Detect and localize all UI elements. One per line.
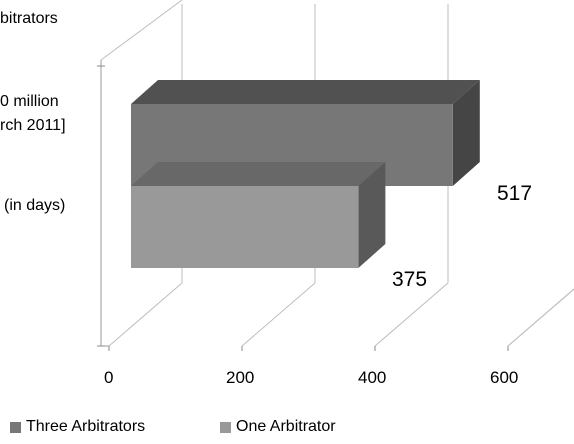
clipped-label-1: bitrators: [0, 10, 58, 27]
floor-gridline-0: [108, 282, 183, 347]
legend-label-three-arbitrators: Three Arbitrators: [26, 418, 146, 435]
x-tick-label-400: 400: [358, 368, 387, 387]
clipped-label-2: 0 million: [0, 93, 59, 110]
side-wall-top-edge: [100, 0, 183, 61]
data-label-three-arbitrators: 517: [497, 182, 533, 205]
bar-top-face-one-arbitrator: [131, 162, 386, 186]
bars: [131, 80, 480, 268]
x-tick-label-200: 200: [226, 368, 255, 387]
bar-side-face-three-arbitrators: [452, 80, 480, 186]
legend-label-one-arbitrator: One Arbitrator: [236, 418, 336, 435]
legend-swatch-one-arbitrator: [220, 421, 231, 433]
floor-gridline-400: [374, 282, 449, 347]
data-label-one-arbitrator: 375: [392, 268, 428, 291]
floor-right-edge: [507, 288, 574, 347]
bar-one-arbitrator: [131, 186, 359, 268]
bar-side-face-one-arbitrator: [358, 162, 386, 268]
x-tick-label-600: 600: [490, 368, 519, 387]
floor-gridline-200: [241, 282, 316, 347]
clipped-label-4: (in days): [4, 197, 66, 214]
x-tick-label-0: 0: [104, 368, 114, 387]
legend-item-three-arbitrators: Three Arbitrators: [10, 418, 145, 436]
legend-item-one-arbitrator: One Arbitrator: [220, 418, 336, 436]
floor-gridline-600: [507, 288, 574, 347]
clipped-label-3: rch 2011]: [0, 117, 66, 134]
bar-top-face-three-arbitrators: [131, 80, 480, 104]
legend-swatch-three-arbitrators: [10, 421, 21, 433]
